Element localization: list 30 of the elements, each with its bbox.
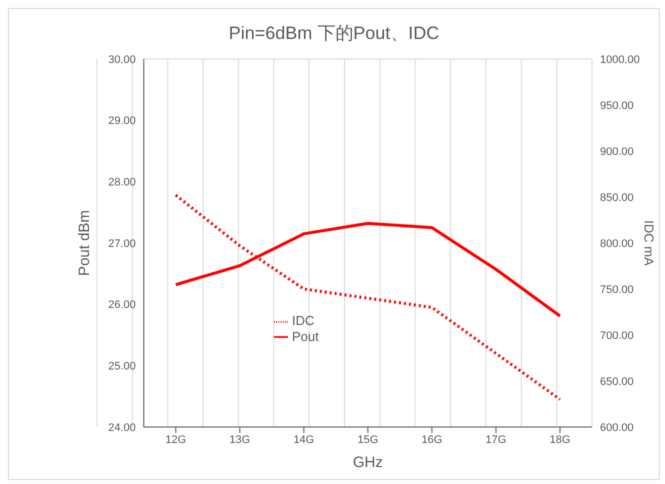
x-tick-label: 18G [550,434,570,446]
y2-axis-title: IDC mA [641,220,656,266]
legend-label: IDC [292,313,314,328]
x-tick-label: 16G [422,434,442,446]
y2-tick-label: 950.00 [600,100,634,112]
chart-title: Pin=6dBm 下的Pout、IDC [228,22,440,45]
line-series [174,194,562,401]
y-tick-label: 25.00 [108,360,136,373]
y2-tick-label: 800.00 [600,238,634,250]
y-tick-label: 27.00 [108,238,136,250]
y2-tick-label: 1000.00 [600,54,640,66]
x-tick-label: 13G [229,434,250,446]
y-tick-label: 26.00 [108,299,136,312]
y-tick-label: 28.00 [108,176,136,189]
y2-tick-label: 650.00 [600,376,634,388]
y-tick-label: 24.00 [108,422,136,434]
y2-tick-label: 850.00 [600,192,634,204]
y2-tick-label: 600.00 [600,422,634,434]
x-tick-label: 14G [293,434,314,446]
y2-tick-label: 700.00 [600,330,634,342]
y-axis-title: Pout dBm [76,210,94,276]
y-tick-label: 30.00 [108,54,136,66]
y-tick-label: 29.00 [108,115,136,128]
y2-tick-label: 750.00 [600,284,634,296]
legend-label: Pout [292,328,319,344]
x-tick-label: 17G [486,434,506,446]
x-tick-label: 12G [165,434,186,446]
x-axis-title: GHz [352,454,383,471]
y2-tick-label: 900.00 [600,146,634,158]
x-tick-label: 15G [357,434,378,446]
